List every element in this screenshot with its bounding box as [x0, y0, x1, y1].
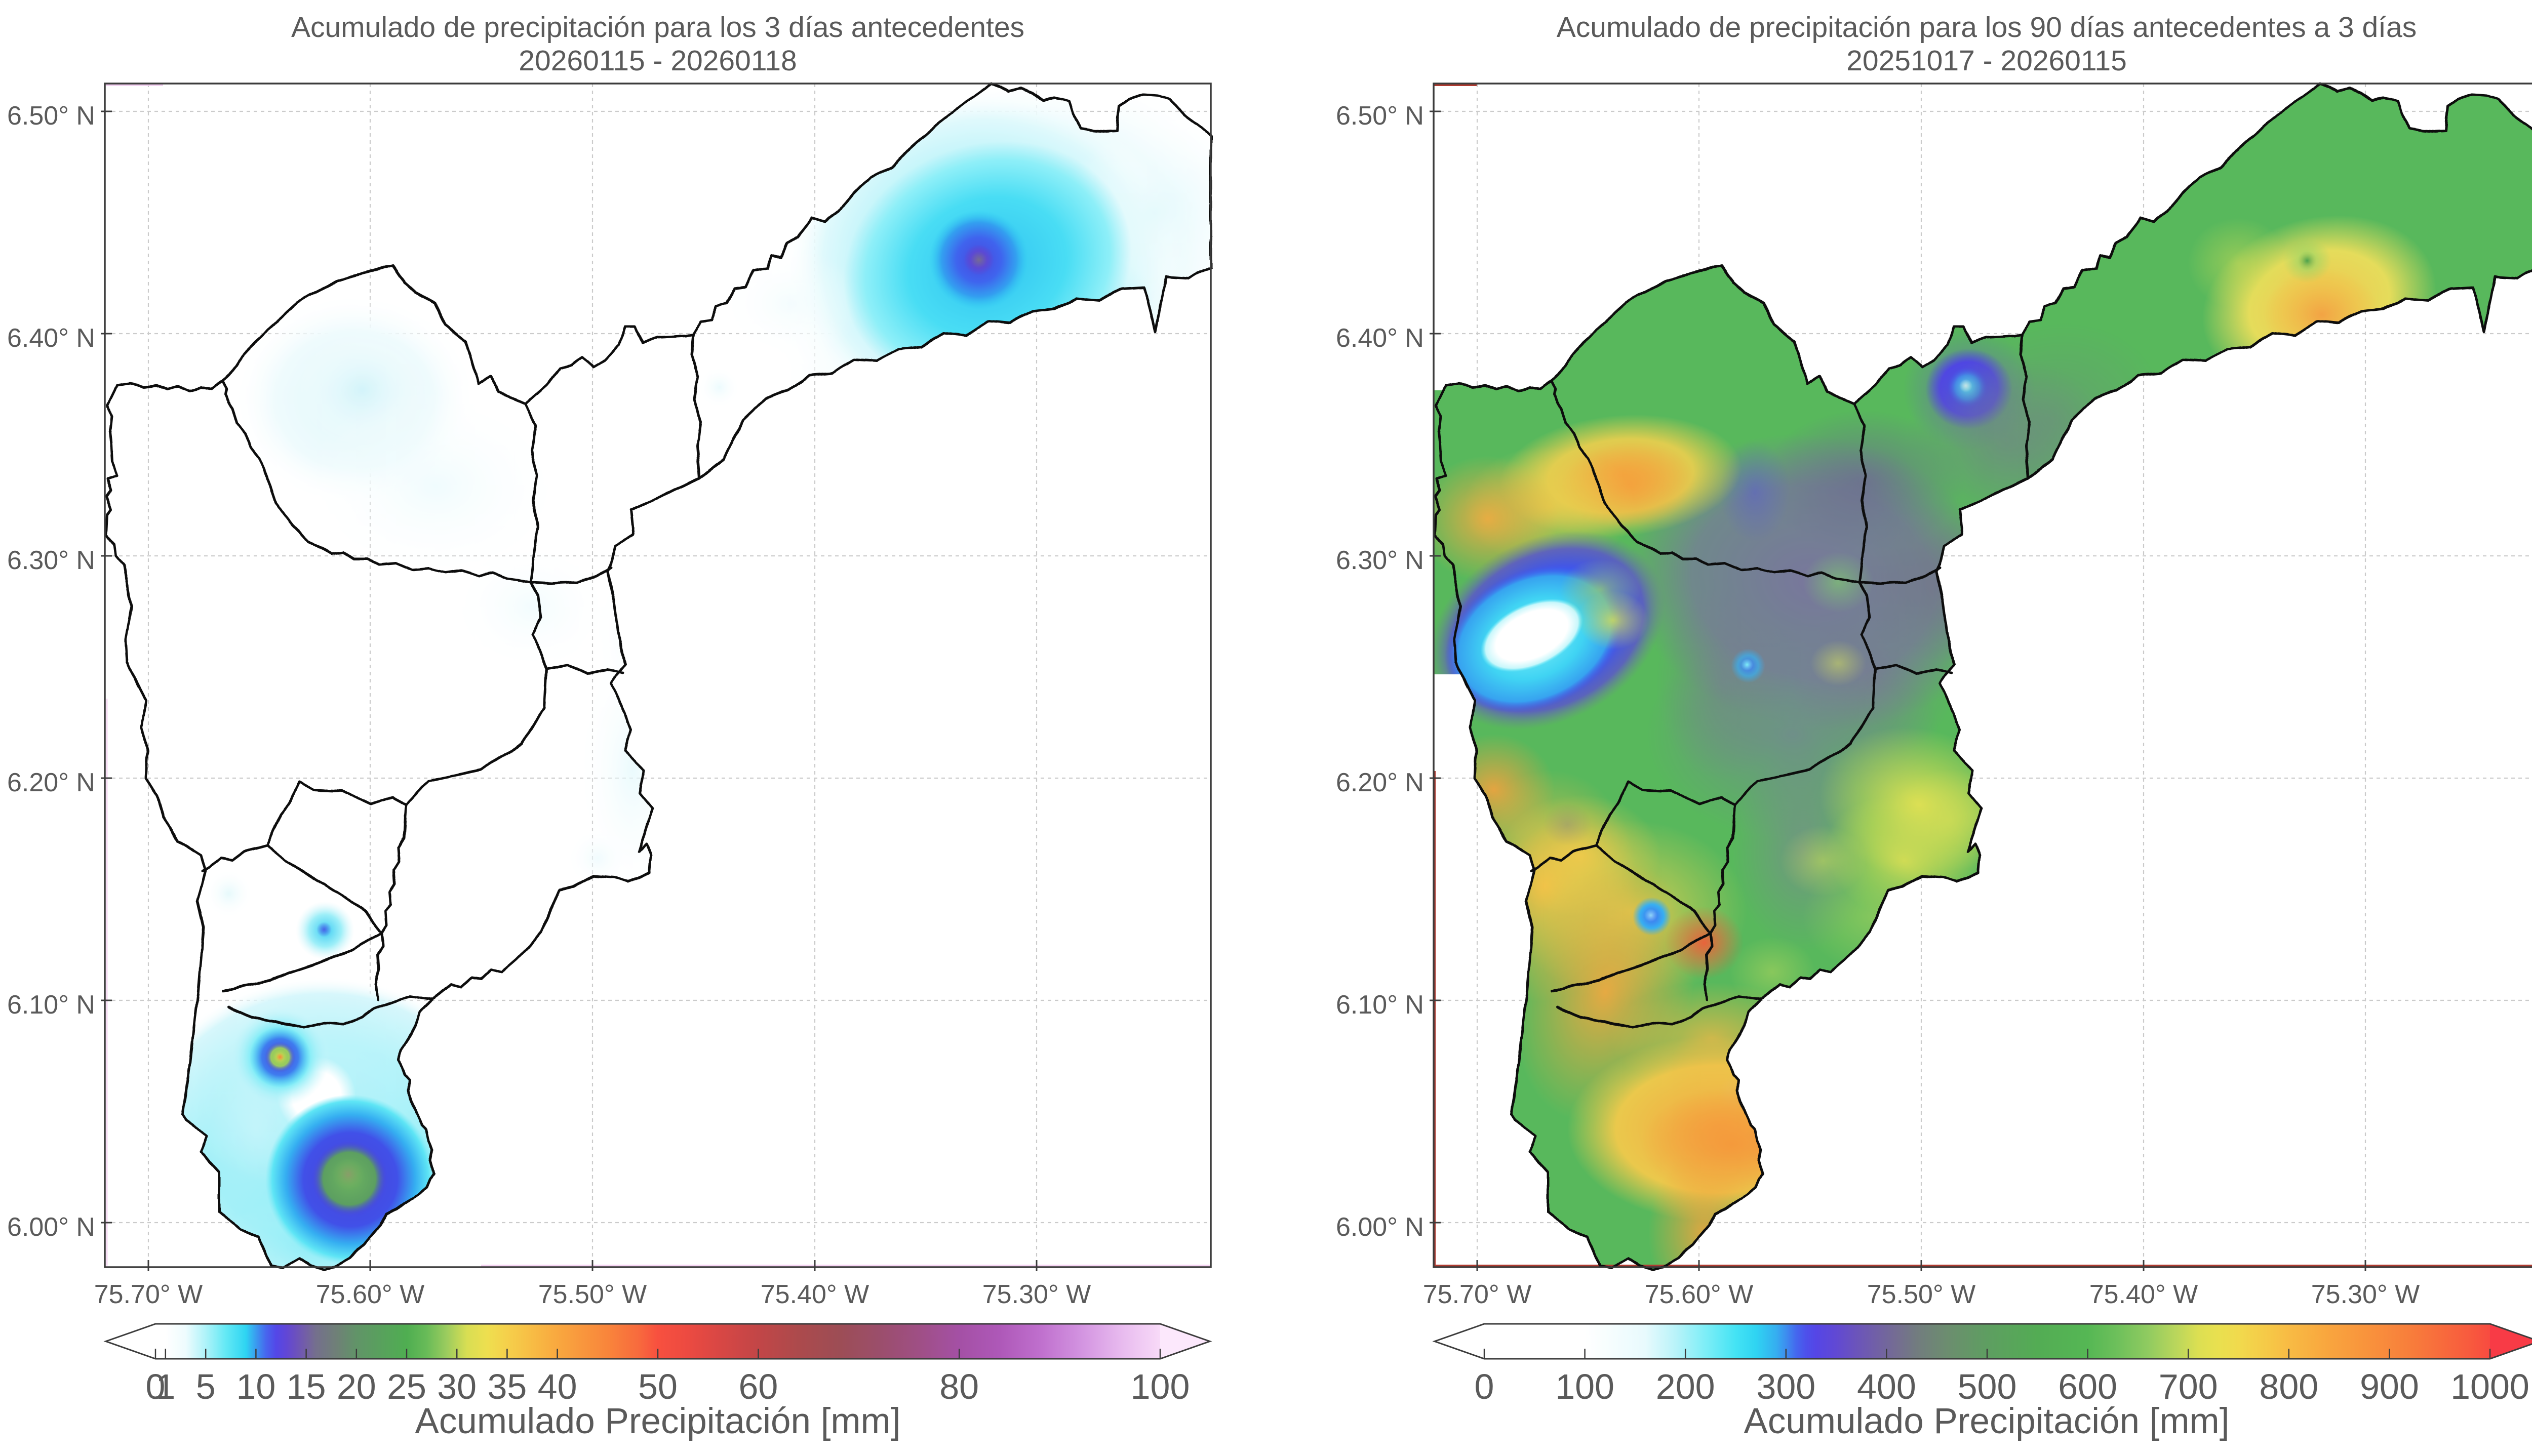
svg-text:0: 0: [1475, 1367, 1494, 1406]
svg-text:500: 500: [1958, 1367, 2017, 1406]
svg-text:300: 300: [1756, 1367, 1815, 1406]
svg-text:20260115 - 20260118: 20260115 - 20260118: [519, 45, 797, 77]
svg-text:75.70° W: 75.70° W: [1423, 1280, 1531, 1309]
svg-text:6.50° N: 6.50° N: [7, 101, 95, 131]
svg-text:60: 60: [738, 1367, 778, 1406]
svg-text:100: 100: [1131, 1367, 1190, 1406]
svg-text:75.50° W: 75.50° W: [538, 1280, 647, 1309]
svg-text:75.50° W: 75.50° W: [1867, 1280, 1975, 1309]
svg-text:900: 900: [2360, 1367, 2419, 1406]
svg-text:25: 25: [387, 1367, 426, 1406]
svg-text:6.40° N: 6.40° N: [1336, 323, 1424, 353]
svg-text:700: 700: [2159, 1367, 2218, 1406]
svg-text:20251017 - 20260115: 20251017 - 20260115: [1846, 45, 2127, 77]
svg-text:Acumulado Precipitación [mm]: Acumulado Precipitación [mm]: [415, 1401, 901, 1441]
svg-text:Acumulado Precipitación [mm]: Acumulado Precipitación [mm]: [1744, 1401, 2230, 1441]
svg-text:6.20° N: 6.20° N: [1336, 768, 1424, 797]
svg-text:40: 40: [538, 1367, 577, 1406]
svg-text:75.30° W: 75.30° W: [982, 1280, 1091, 1309]
svg-text:6.40° N: 6.40° N: [7, 323, 95, 353]
svg-text:6.10° N: 6.10° N: [1336, 990, 1424, 1020]
svg-text:6.10° N: 6.10° N: [7, 990, 95, 1020]
svg-text:75.40° W: 75.40° W: [761, 1280, 869, 1309]
svg-text:600: 600: [2058, 1367, 2117, 1406]
svg-text:1000: 1000: [2450, 1367, 2529, 1406]
svg-text:6.30° N: 6.30° N: [7, 546, 95, 575]
svg-text:1: 1: [155, 1367, 175, 1406]
svg-text:75.60° W: 75.60° W: [1645, 1280, 1753, 1309]
svg-text:200: 200: [1656, 1367, 1715, 1406]
svg-text:5: 5: [196, 1367, 216, 1406]
svg-text:Acumulado de precipitación par: Acumulado de precipitación para los 90 d…: [1557, 11, 2417, 44]
svg-text:800: 800: [2259, 1367, 2318, 1406]
svg-text:400: 400: [1857, 1367, 1916, 1406]
svg-text:6.50° N: 6.50° N: [1336, 101, 1424, 131]
svg-text:10: 10: [236, 1367, 275, 1406]
svg-text:0: 0: [146, 1367, 166, 1406]
svg-text:Acumulado de precipitación par: Acumulado de precipitación para los 3 dí…: [291, 11, 1024, 44]
svg-text:30: 30: [437, 1367, 477, 1406]
svg-text:80: 80: [939, 1367, 979, 1406]
svg-text:75.70° W: 75.70° W: [94, 1280, 203, 1309]
svg-text:6.20° N: 6.20° N: [7, 768, 95, 797]
svg-text:75.60° W: 75.60° W: [316, 1280, 424, 1309]
svg-text:50: 50: [638, 1367, 678, 1406]
svg-text:15: 15: [287, 1367, 326, 1406]
svg-text:35: 35: [487, 1367, 527, 1406]
svg-text:20: 20: [337, 1367, 376, 1406]
svg-text:75.30° W: 75.30° W: [2311, 1280, 2420, 1309]
svg-text:6.00° N: 6.00° N: [7, 1212, 95, 1242]
svg-text:75.40° W: 75.40° W: [2089, 1280, 2198, 1309]
svg-text:6.00° N: 6.00° N: [1336, 1212, 1424, 1242]
svg-text:6.30° N: 6.30° N: [1336, 546, 1424, 575]
svg-text:100: 100: [1555, 1367, 1614, 1406]
